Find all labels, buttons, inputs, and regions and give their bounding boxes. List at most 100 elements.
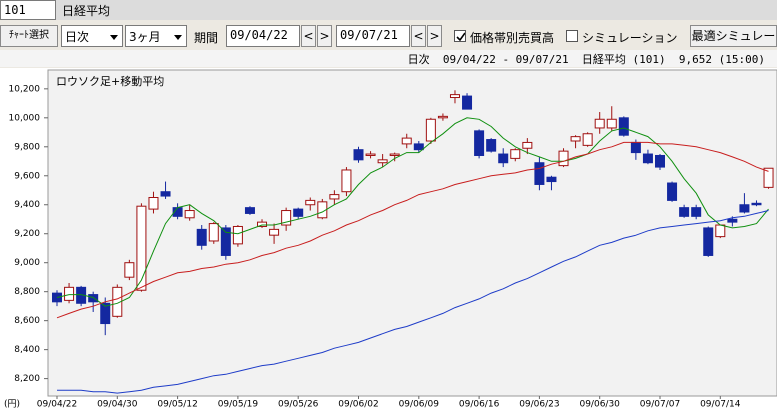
prev-button[interactable]: < [301,25,316,47]
checkbox-checked[interactable] [454,30,466,42]
y-tick-label: 9,200 [14,229,40,239]
candle-body [148,197,159,210]
code-input[interactable]: 101 [0,0,56,20]
candle-body [510,149,521,159]
y-tick-label: 10,000 [9,113,41,123]
y-tick-label: 8,400 [14,345,40,355]
x-tick-label: 09/06/30 [579,400,620,410]
candle-body [558,150,569,167]
x-tick-label: 09/05/19 [218,400,259,410]
candle-body [232,225,243,245]
x-tick-label: 09/05/26 [278,400,319,410]
candle-body [642,153,653,164]
candle-body [281,210,292,226]
candle-body [353,149,364,161]
y-tick-label: 9,600 [14,171,40,181]
candle-body [389,153,400,156]
x-tick-label: 09/05/12 [157,400,197,410]
candle-body [293,208,304,217]
next-button[interactable]: > [427,25,442,47]
next-button[interactable]: > [317,25,332,47]
candle-body [208,223,219,242]
x-tick-label: 09/06/02 [338,400,378,410]
candle-body [425,118,436,142]
moving-average [56,117,769,307]
candle-body [727,218,738,223]
x-tick-label: 09/06/23 [519,400,559,410]
candle-body [534,162,545,185]
candle-body [100,302,111,325]
candle-body [341,169,352,193]
candle-body [64,286,75,301]
candle-body [136,205,147,291]
candle-body [522,141,533,149]
candle-body [691,207,702,217]
date-from-input[interactable]: 09/04/22 [226,25,300,47]
unit-label: (円) [4,399,20,410]
checkbox[interactable] [566,30,578,42]
y-tick-label: 9,400 [14,200,40,210]
x-tick-label: 09/07/07 [640,400,680,410]
candle-body [401,137,412,145]
candle-body [112,286,123,317]
candle-body [220,227,231,256]
optimal-simulation-button[interactable]: 最適シミュレー [690,25,777,47]
candle-body [715,224,726,238]
date-to-input[interactable]: 09/07/21 [336,25,410,47]
x-tick-label: 09/07/14 [700,400,741,410]
y-tick-label: 8,800 [14,287,40,297]
candle-body [88,294,99,303]
candle-body [498,153,509,164]
candle-body [196,228,207,246]
candle-body [377,159,388,164]
x-tick-label: 09/06/09 [399,400,440,410]
candle-body [413,143,424,151]
y-tick-label: 10,200 [9,84,41,94]
check-mark [456,32,465,41]
candle-body [667,182,678,201]
y-tick-label: 8,600 [14,316,40,326]
info-bar: 日次 09/04/22 - 09/07/21 日経平均 (101) 9,652 … [0,50,777,67]
candle-body [244,207,255,214]
candle-body [679,207,690,217]
candle-body [606,118,617,129]
candle-body [739,204,750,213]
candle-body [365,153,376,156]
x-tick-label: 09/06/16 [459,400,500,410]
candle-body [449,94,460,99]
interval-select[interactable]: 日次 [61,25,123,47]
x-tick-label: 09/04/30 [97,400,138,410]
candle-body [329,194,340,200]
candle-body [124,262,135,278]
candle-body [703,227,714,256]
candle-body [751,202,762,206]
candle-body [630,141,641,154]
candle-body [546,176,557,183]
candle-body [437,115,448,119]
candle-body [486,139,497,152]
x-tick-label: 09/04/22 [37,400,77,410]
period-label: 期間 [194,31,219,45]
candle-body [305,199,316,206]
candle-body [269,228,280,236]
candle-body [184,210,195,219]
chart-title: ロウソク足+移動平均 [56,74,164,88]
y-tick-label: 8,200 [14,374,40,384]
candle-body [618,117,629,136]
span-select[interactable]: 3ヶ月 [125,25,187,47]
chart: ロウソク足+移動平均 (円) 8,200 8,400 8,600 8,800 9,000… [0,68,777,410]
candle-body [257,221,268,227]
volume-profile-label: 価格帯別売買高 [470,31,555,45]
chart-select-button[interactable]: ﾁｬｰﾄ選択 [0,25,58,47]
prev-button[interactable]: < [411,25,426,47]
candle-body [570,136,581,142]
candle-body [594,118,605,129]
moving-average [57,210,769,394]
instrument-name: 日経平均 [56,0,777,20]
candle-body [582,133,593,146]
candle-body [763,167,774,188]
plot-area [47,69,777,397]
y-tick-label: 9,000 [14,258,40,268]
candle-body [462,95,473,110]
